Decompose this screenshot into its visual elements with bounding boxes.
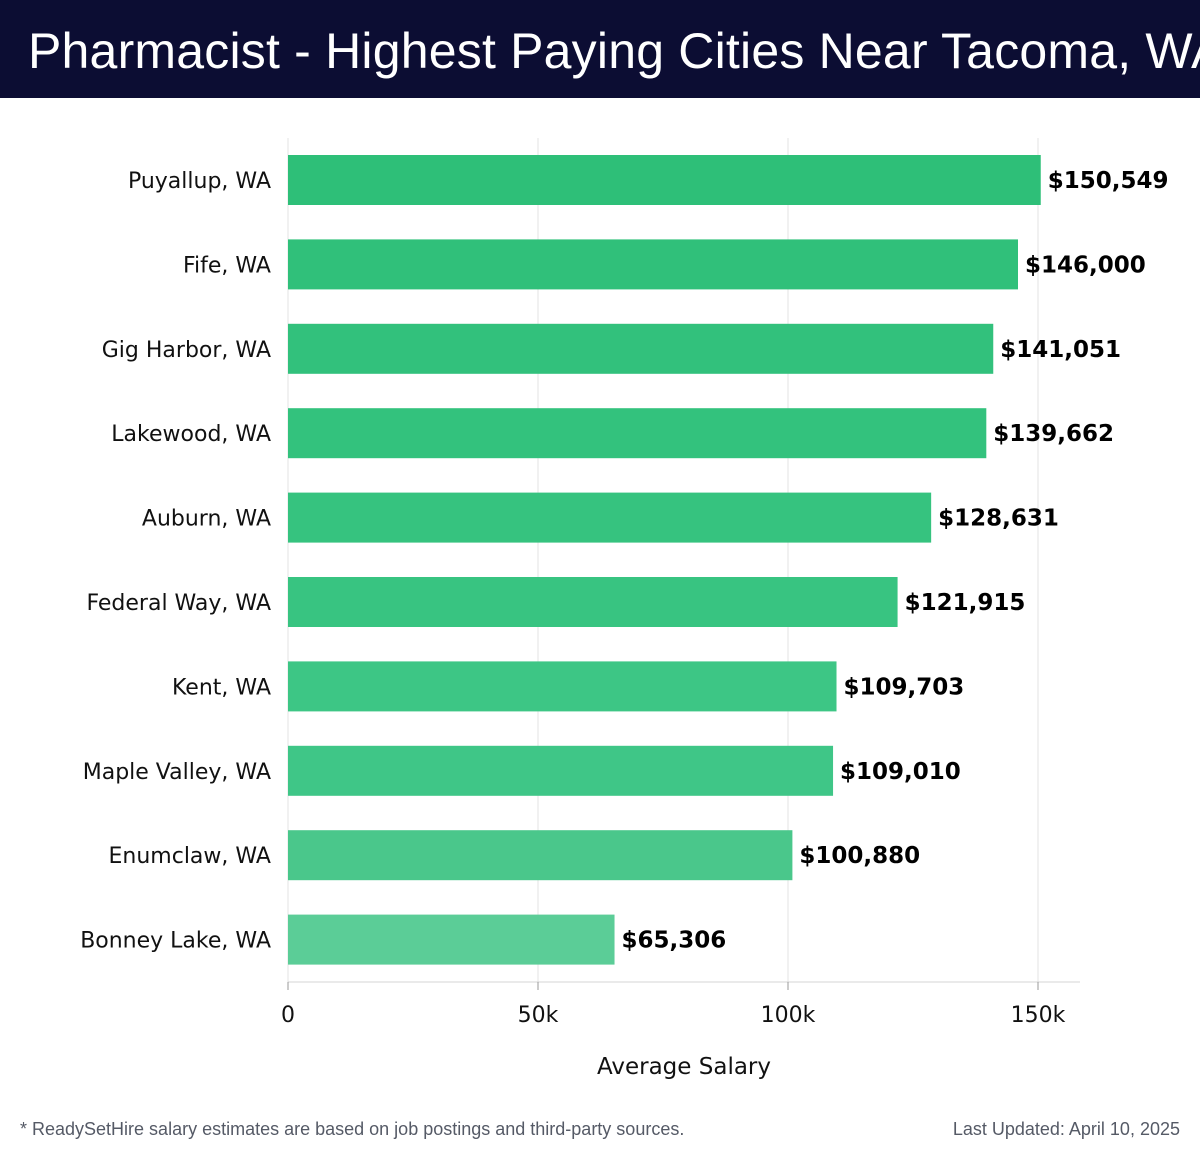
value-label: $139,662 (993, 421, 1114, 447)
value-label: $109,010 (840, 759, 961, 785)
bar (288, 155, 1041, 205)
x-axis: 0 50k 100k 150k (281, 981, 1080, 1028)
value-label: $109,703 (844, 674, 965, 700)
bar (288, 323, 994, 374)
value-label: $65,306 (622, 928, 727, 954)
bar (288, 745, 834, 796)
value-label: $128,631 (938, 506, 1059, 532)
bar (288, 661, 837, 712)
bar (288, 492, 932, 543)
chart-header: Pharmacist - Highest Paying Cities Near … (0, 0, 1200, 98)
category-label: Kent, WA (172, 675, 271, 700)
x-axis-label: Average Salary (597, 1054, 771, 1080)
bar (288, 830, 793, 881)
value-label: $121,915 (905, 590, 1026, 616)
chart-title: Pharmacist - Highest Paying Cities Near … (28, 23, 1200, 79)
x-tick-label: 50k (518, 1003, 559, 1028)
x-tick-label: 0 (281, 1003, 295, 1028)
category-label: Bonney Lake, WA (80, 929, 271, 954)
x-tick-label: 100k (761, 1003, 816, 1028)
value-label: $141,051 (1000, 337, 1121, 363)
category-label: Lakewood, WA (111, 422, 271, 447)
value-label: $150,549 (1048, 168, 1169, 194)
bars: Puyallup, WA $150,549 Fife, WA $146,000 Gig … (80, 155, 1169, 965)
value-label: $100,880 (799, 843, 920, 869)
footer-note: * ReadySetHire salary estimates are base… (20, 1119, 685, 1139)
category-label: Fife, WA (183, 253, 271, 278)
value-label: $146,000 (1025, 252, 1146, 278)
x-tick-label: 150k (1011, 1003, 1066, 1028)
category-label: Auburn, WA (142, 507, 271, 532)
bar (288, 914, 615, 965)
category-label: Enumclaw, WA (109, 844, 272, 869)
bar (288, 577, 898, 627)
bar (288, 239, 1018, 290)
category-label: Maple Valley, WA (83, 760, 271, 785)
bar (288, 408, 987, 459)
category-label: Puyallup, WA (128, 169, 271, 194)
category-label: Federal Way, WA (86, 591, 271, 616)
last-updated: Last Updated: April 10, 2025 (952, 1119, 1180, 1139)
category-label: Gig Harbor, WA (102, 338, 271, 363)
